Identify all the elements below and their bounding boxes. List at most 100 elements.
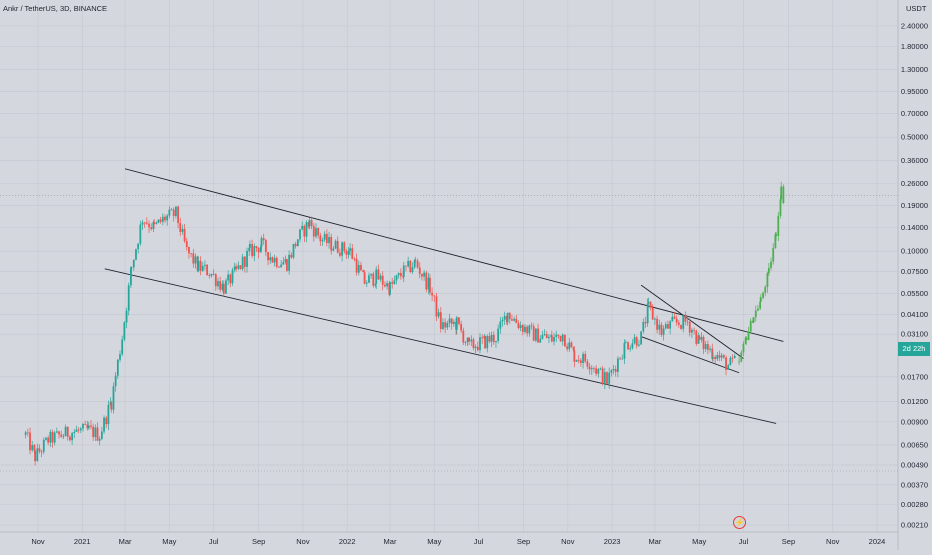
- candle-body: [339, 252, 341, 256]
- candle: [341, 241, 344, 262]
- small-channel-bottom-line[interactable]: [640, 336, 740, 374]
- candle: [235, 263, 238, 272]
- candle-body: [372, 273, 375, 286]
- y-tick-label: 1.30000: [901, 65, 928, 74]
- candle: [508, 312, 511, 324]
- y-tick-label: 2.40000: [901, 22, 928, 31]
- x-tick-label: Nov: [826, 537, 840, 546]
- candle: [64, 424, 67, 437]
- candle: [627, 341, 629, 351]
- candle-body: [616, 358, 619, 372]
- candle-body: [166, 215, 169, 221]
- candle: [206, 263, 209, 276]
- x-tick-label: Jul: [209, 537, 219, 546]
- candle-body: [638, 344, 640, 346]
- candle-body: [646, 303, 649, 324]
- candle-body: [612, 369, 615, 371]
- candle: [148, 220, 150, 234]
- candle: [706, 340, 709, 355]
- candle: [671, 313, 674, 322]
- candle-body: [384, 284, 386, 287]
- candle: [179, 217, 182, 237]
- candle-body: [116, 359, 119, 376]
- candle-body: [435, 296, 438, 317]
- candle-body: [579, 360, 582, 363]
- candle-body: [597, 369, 600, 374]
- y-tick-label: 0.03100: [901, 330, 928, 339]
- y-tick-label: 0.00650: [901, 440, 928, 449]
- candle-body: [370, 273, 373, 276]
- x-tick-label: Mar: [648, 537, 661, 546]
- candle-body: [700, 336, 703, 340]
- candle-body: [759, 301, 762, 309]
- candle-body: [219, 281, 222, 290]
- candle: [511, 314, 513, 322]
- candle: [570, 341, 573, 348]
- x-tick-label: 2023: [604, 537, 621, 546]
- candle: [651, 304, 654, 320]
- candle-body: [332, 248, 335, 251]
- candle: [682, 314, 685, 333]
- y-tick-label: 0.01200: [901, 397, 928, 406]
- candle-body: [310, 220, 313, 227]
- candle: [96, 422, 99, 442]
- small-channel-top-line[interactable]: [640, 284, 744, 359]
- y-tick-label: 0.14000: [901, 223, 928, 232]
- candle-body: [517, 323, 520, 329]
- candle-body: [468, 337, 471, 342]
- channel-top-line[interactable]: [124, 168, 784, 342]
- candle-body: [474, 346, 477, 349]
- candle: [301, 221, 304, 231]
- candle-body: [680, 324, 682, 329]
- candle-body: [323, 233, 326, 240]
- x-tick-label: May: [692, 537, 706, 546]
- candle: [515, 314, 518, 324]
- candle-body: [349, 248, 351, 252]
- candle: [249, 240, 251, 252]
- candle: [429, 274, 431, 296]
- candle: [519, 321, 522, 332]
- candle-body: [210, 274, 213, 276]
- candle-body: [462, 330, 465, 343]
- candle-body: [446, 322, 449, 328]
- candle: [444, 318, 447, 334]
- candle: [470, 335, 473, 347]
- y-tick-label: 0.10000: [901, 247, 928, 256]
- candle: [55, 427, 58, 434]
- candle: [418, 262, 421, 279]
- candle-body: [495, 340, 497, 343]
- candle-body: [141, 222, 144, 225]
- candle-body: [58, 431, 60, 435]
- candle-body: [73, 431, 76, 434]
- candle-body: [720, 355, 723, 358]
- candle: [275, 256, 278, 269]
- candle: [379, 273, 382, 283]
- candle: [199, 256, 202, 276]
- candle-body: [71, 433, 74, 441]
- candle-body: [94, 427, 97, 438]
- candle-body: [168, 209, 171, 216]
- candle-body: [243, 256, 246, 267]
- candle: [34, 449, 36, 466]
- candle: [284, 255, 287, 265]
- candle-body: [239, 265, 242, 269]
- candle-body: [599, 368, 602, 370]
- candle: [375, 266, 378, 290]
- y-tick-label: 0.07500: [901, 267, 928, 276]
- candle: [481, 334, 484, 344]
- candle: [448, 313, 451, 328]
- candle-body: [577, 359, 580, 361]
- candle-body: [294, 243, 297, 247]
- candle-body: [34, 450, 36, 462]
- candle: [185, 237, 188, 251]
- candle-body: [486, 336, 489, 349]
- candle: [255, 245, 258, 252]
- channel-bottom-line[interactable]: [104, 268, 777, 424]
- y-tick-label: 0.36000: [901, 156, 928, 165]
- candle-body: [644, 322, 647, 324]
- candle: [633, 333, 636, 345]
- candle-body: [379, 275, 382, 280]
- candle-body: [693, 329, 696, 331]
- flash-icon[interactable]: ⚡: [733, 516, 746, 529]
- candle: [110, 400, 113, 413]
